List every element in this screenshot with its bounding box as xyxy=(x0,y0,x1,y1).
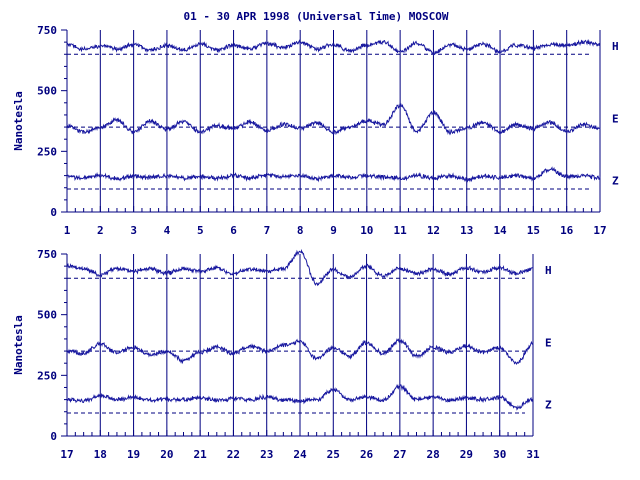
x-tick-label: 2 xyxy=(97,224,104,237)
x-tick-label: 24 xyxy=(293,448,307,461)
x-tick-label: 31 xyxy=(526,448,540,461)
x-tick-label: 16 xyxy=(560,224,574,237)
y-tick-label: 500 xyxy=(37,309,57,322)
y-tick-label: 500 xyxy=(37,85,57,98)
y-tick-label: 750 xyxy=(37,248,57,261)
y-tick-label: 750 xyxy=(37,24,57,37)
series-label-z: Z xyxy=(612,174,619,187)
chart-title: 01 - 30 APR 1998 (Universal Time) MOSCOW xyxy=(184,10,449,23)
x-tick-label: 26 xyxy=(360,448,374,461)
x-tick-label: 17 xyxy=(60,448,73,461)
x-tick-label: 27 xyxy=(393,448,406,461)
x-tick-label: 5 xyxy=(197,224,204,237)
series-e-trace xyxy=(66,102,601,136)
x-tick-label: 20 xyxy=(160,448,173,461)
series-label-z: Z xyxy=(545,398,552,411)
x-tick-label: 3 xyxy=(130,224,137,237)
x-tick-label: 10 xyxy=(360,224,373,237)
series-e-trace xyxy=(66,338,534,365)
x-tick-label: 29 xyxy=(460,448,473,461)
x-tick-label: 4 xyxy=(164,224,171,237)
x-tick-label: 8 xyxy=(297,224,304,237)
x-tick-label: 12 xyxy=(427,224,440,237)
x-tick-label: 19 xyxy=(127,448,140,461)
x-tick-label: 9 xyxy=(330,224,337,237)
x-tick-label: 13 xyxy=(460,224,473,237)
series-label-e: E xyxy=(612,113,619,126)
x-tick-label: 11 xyxy=(394,224,408,237)
x-tick-label: 30 xyxy=(493,448,506,461)
x-tick-label: 21 xyxy=(194,448,208,461)
series-label-e: E xyxy=(545,337,552,350)
x-tick-label: 28 xyxy=(427,448,440,461)
series-z-trace xyxy=(66,166,601,183)
x-tick-label: 6 xyxy=(230,224,237,237)
x-tick-label: 15 xyxy=(527,224,540,237)
series-h-trace xyxy=(66,38,601,57)
y-tick-label: 0 xyxy=(50,430,57,443)
series-z-trace xyxy=(66,383,534,411)
x-tick-label: 1 xyxy=(64,224,71,237)
x-tick-label: 22 xyxy=(227,448,240,461)
series-label-h: H xyxy=(612,40,619,53)
series-label-h: H xyxy=(545,264,552,277)
x-tick-label: 14 xyxy=(493,224,507,237)
x-tick-label: 23 xyxy=(260,448,273,461)
y-tick-label: 0 xyxy=(50,206,57,219)
x-tick-label: 7 xyxy=(264,224,271,237)
bottom-panel: 0 250 500 750 17 18 19 20 21 22 23 24 25 26 27 28 29 30 31… xyxy=(12,248,552,461)
x-tick-label: 18 xyxy=(94,448,107,461)
x-tick-label: 17 xyxy=(593,224,606,237)
y-axis-label: Nanotesla xyxy=(12,315,25,375)
y-axis-label: Nanotesla xyxy=(12,91,25,151)
y-tick-label: 250 xyxy=(37,145,57,158)
x-tick-label: 25 xyxy=(327,448,340,461)
y-tick-label: 250 xyxy=(37,369,57,382)
series-h-trace xyxy=(66,248,534,287)
